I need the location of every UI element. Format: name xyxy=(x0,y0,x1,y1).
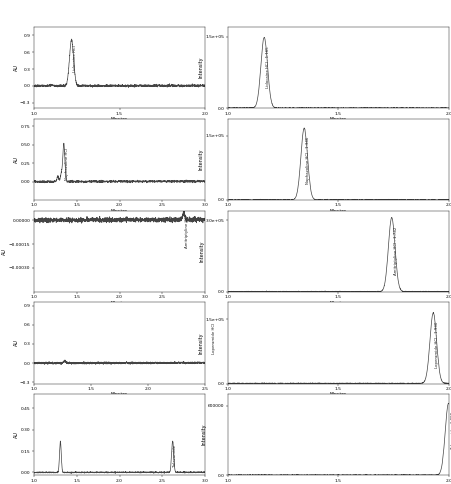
X-axis label: Minutes: Minutes xyxy=(330,209,347,213)
Y-axis label: Intensity: Intensity xyxy=(199,241,204,262)
Text: Lidocaine HCl: Lidocaine HCl xyxy=(73,45,77,72)
Text: Amitriptyline HCl: Amitriptyline HCl xyxy=(184,214,189,247)
Y-axis label: AU: AU xyxy=(14,156,19,163)
X-axis label: Minutes: Minutes xyxy=(330,301,347,304)
Text: Amitriptyline HCl - 1.742: Amitriptyline HCl - 1.742 xyxy=(394,227,398,275)
Text: Lidocaine HCl - 1.165: Lidocaine HCl - 1.165 xyxy=(267,46,271,88)
Y-axis label: AU: AU xyxy=(14,339,18,347)
Text: Tolazamide: Tolazamide xyxy=(174,445,178,467)
X-axis label: Minutes: Minutes xyxy=(111,301,128,304)
Text: Loperamide HCl - 1.930: Loperamide HCl - 1.930 xyxy=(436,321,439,368)
X-axis label: Minutes: Minutes xyxy=(330,117,347,121)
Y-axis label: AU: AU xyxy=(14,431,19,438)
X-axis label: Minutes: Minutes xyxy=(330,393,347,396)
Text: Loperamide HCl: Loperamide HCl xyxy=(212,323,216,354)
Y-axis label: AU: AU xyxy=(14,64,18,71)
Y-axis label: Intensity: Intensity xyxy=(199,149,204,170)
Text: MS (10 ng/mL): MS (10 ng/mL) xyxy=(305,8,371,17)
Y-axis label: Intensity: Intensity xyxy=(202,424,207,445)
X-axis label: Minutes: Minutes xyxy=(111,117,128,121)
Text: Naphazoline HCl: Naphazoline HCl xyxy=(64,148,69,180)
Y-axis label: Intensity: Intensity xyxy=(199,332,204,354)
Y-axis label: Intensity: Intensity xyxy=(199,57,204,78)
X-axis label: Minutes: Minutes xyxy=(111,209,128,213)
Y-axis label: AU: AU xyxy=(2,248,7,255)
Text: Naphazoline HCl - 1.346: Naphazoline HCl - 1.346 xyxy=(306,137,310,184)
Text: UV (1000 ng/mL): UV (1000 ng/mL) xyxy=(74,8,151,17)
X-axis label: Minutes: Minutes xyxy=(111,393,128,396)
